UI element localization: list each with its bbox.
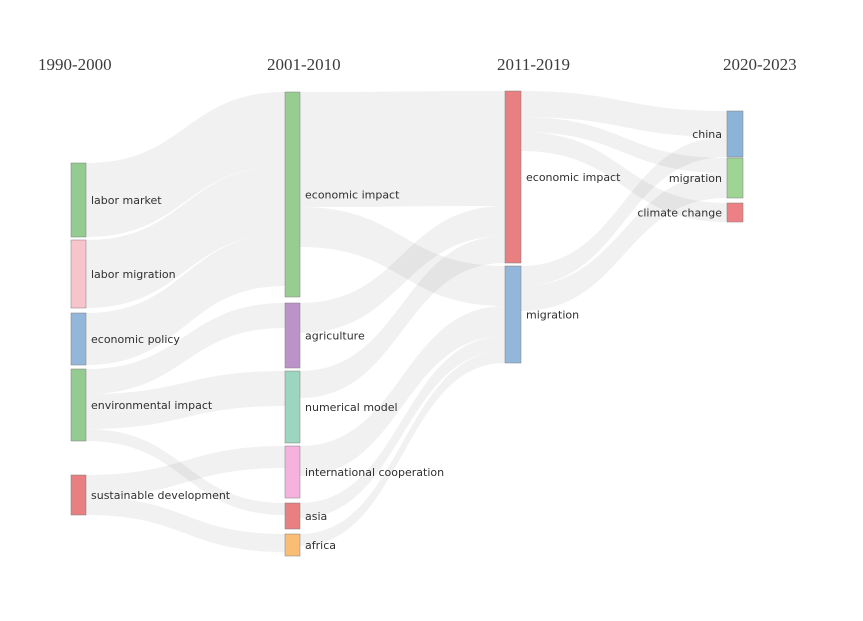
- sankey-link-economic-impact-2001-to-economic-impact-2011[interactable]: [300, 91, 505, 207]
- sankey-link-migration-2011-to-migration-2020[interactable]: [521, 173, 727, 311]
- sankey-link-economic-impact-2011-to-climate-change[interactable]: [521, 132, 727, 222]
- sankey-node-label-sustainable-development: sustainable development: [91, 489, 231, 502]
- sankey-node-sustainable-development[interactable]: [70, 474, 87, 516]
- sankey-node-label-economic-impact-2001: economic impact: [305, 188, 400, 201]
- sankey-link-economic-impact-2011-to-china[interactable]: [521, 91, 727, 137]
- sankey-link-environmental-impact-to-asia[interactable]: [86, 429, 285, 515]
- sankey-link-migration-2011-to-china[interactable]: [521, 137, 727, 286]
- column-header-2011-2019: 2011-2019: [497, 55, 571, 74]
- sankey-node-china[interactable]: [726, 110, 744, 158]
- sankey-node-international-cooperation[interactable]: [284, 445, 301, 499]
- sankey-link-agriculture-to-economic-impact-2011[interactable]: [300, 206, 505, 333]
- sankey-link-sustainable-development-to-africa[interactable]: [86, 497, 285, 552]
- sankey-link-asia-to-migration-2011[interactable]: [300, 336, 505, 518]
- sankey-node-label-environmental-impact: environmental impact: [91, 399, 213, 412]
- sankey-node-asia[interactable]: [284, 502, 301, 530]
- sankey-node-label-economic-impact-2011: economic impact: [526, 171, 621, 184]
- sankey-node-label-numerical-model: numerical model: [305, 401, 398, 414]
- sankey-node-label-asia: asia: [305, 510, 327, 523]
- sankey-link-environmental-impact-to-numerical-model[interactable]: [86, 371, 285, 429]
- sankey-link-labor-market-to-economic-impact-2001[interactable]: [86, 92, 285, 237]
- sankey-node-economic-policy[interactable]: [70, 312, 87, 366]
- column-header-1990-2000: 1990-2000: [38, 55, 112, 74]
- sankey-node-economic-impact-2011[interactable]: [504, 90, 522, 264]
- sankey-link-international-cooperation-to-migration-2011[interactable]: [300, 306, 505, 476]
- sankey-node-label-migration-2020: migration: [669, 172, 722, 185]
- sankey-node-migration-2011[interactable]: [504, 265, 522, 364]
- sankey-node-migration-2020[interactable]: [726, 157, 744, 199]
- sankey-link-labor-migration-to-economic-impact-2001[interactable]: [86, 166, 285, 308]
- sankey-node-label-migration-2011: migration: [526, 308, 579, 321]
- sankey-node-africa[interactable]: [284, 533, 301, 557]
- column-header-2001-2010: 2001-2010: [267, 55, 341, 74]
- sankey-node-numerical-model[interactable]: [284, 370, 301, 444]
- sankey-node-labor-market[interactable]: [70, 162, 87, 238]
- sankey-node-label-labor-market: labor market: [91, 194, 162, 207]
- sankey-node-label-climate-change: climate change: [637, 206, 722, 219]
- sankey-link-economic-policy-to-economic-impact-2001[interactable]: [86, 234, 285, 365]
- sankey-link-sustainable-development-to-international-cooperation[interactable]: [86, 446, 285, 497]
- sankey-link-economic-impact-2001-to-migration-2011[interactable]: [300, 207, 505, 306]
- sankey-link-africa-to-migration-2011[interactable]: [300, 351, 505, 546]
- sankey-node-label-labor-migration: labor migration: [91, 268, 176, 281]
- sankey-node-climate-change[interactable]: [726, 202, 744, 223]
- sankey-node-label-economic-policy: economic policy: [91, 333, 180, 346]
- sankey-node-environmental-impact[interactable]: [70, 368, 87, 442]
- sankey-link-environmental-impact-to-agriculture[interactable]: [86, 303, 285, 394]
- sankey-node-economic-impact-2001[interactable]: [284, 91, 301, 298]
- sankey-node-agriculture[interactable]: [284, 302, 301, 369]
- sankey-link-economic-impact-2011-to-migration-2020[interactable]: [521, 117, 727, 173]
- sankey-node-label-africa: africa: [305, 539, 336, 552]
- column-header-2020-2023: 2020-2023: [723, 55, 797, 74]
- sankey-node-labor-migration[interactable]: [70, 239, 87, 309]
- sankey-node-label-international-cooperation: international cooperation: [305, 466, 444, 479]
- sankey-link-numerical-model-to-economic-impact-2011[interactable]: [300, 236, 505, 398]
- sankey-node-label-agriculture: agriculture: [305, 329, 365, 342]
- sankey-node-label-china: china: [692, 128, 722, 141]
